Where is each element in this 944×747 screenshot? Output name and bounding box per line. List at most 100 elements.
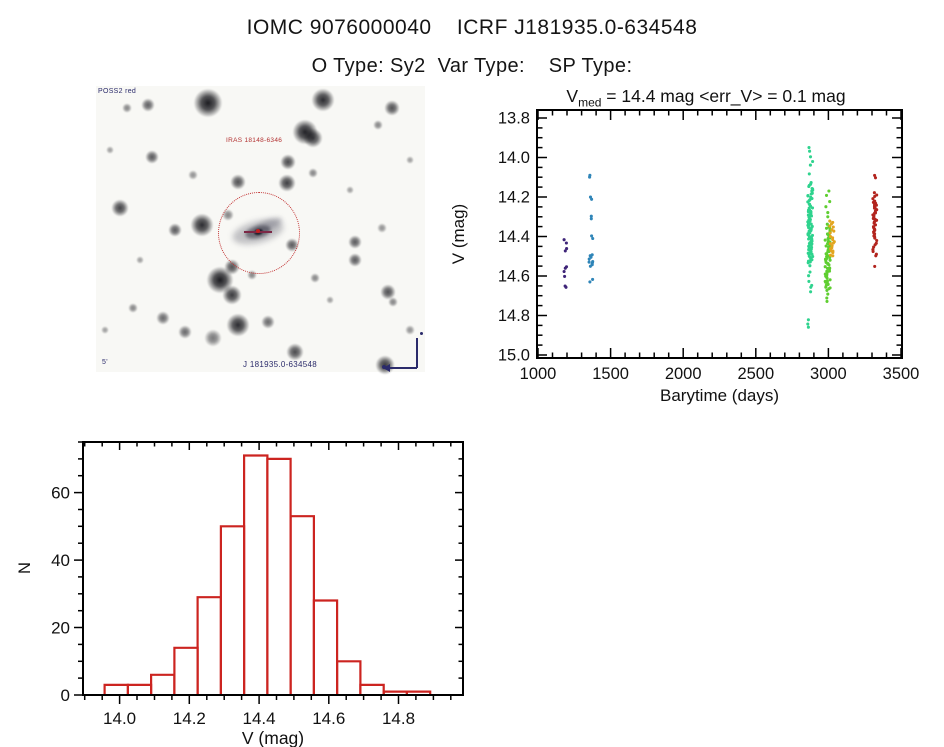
data-point — [591, 277, 595, 281]
data-point — [824, 193, 829, 197]
data-point — [562, 269, 566, 274]
data-point — [808, 163, 812, 167]
data-point — [827, 267, 832, 271]
star — [286, 343, 304, 361]
histogram-bar — [243, 454, 269, 695]
star — [111, 199, 129, 217]
star — [384, 100, 400, 116]
star — [204, 329, 222, 347]
x-tick-label: 3500 — [883, 365, 920, 383]
star — [178, 325, 192, 339]
data-point — [826, 237, 830, 241]
data-point — [806, 194, 810, 198]
lightcurve-title: Vmed = 14.4 mag <err_V> = 0.1 mag — [456, 86, 944, 110]
data-point — [827, 189, 831, 193]
series-epoch-1 — [562, 238, 569, 289]
star — [136, 256, 144, 264]
data-point — [831, 254, 835, 258]
data-point — [807, 184, 811, 189]
x-tick-label: 14.4 — [243, 709, 276, 728]
compass-east-arrow — [383, 364, 390, 372]
star — [326, 296, 334, 304]
data-point — [824, 285, 828, 289]
finder-source-label: IRAS 18148-6346 — [226, 137, 283, 144]
data-point — [808, 155, 813, 159]
data-point — [831, 225, 835, 229]
data-point — [809, 222, 813, 226]
histogram-plot: 14.0 14.2 14.4 14.6 14.8 0 20 40 60 V (mag) N — [16, 441, 464, 747]
star — [380, 284, 396, 300]
x-tick-label: 3000 — [810, 365, 847, 383]
finder-survey-label: POSS2 red — [98, 88, 137, 95]
axis-ticks — [74, 441, 462, 704]
compass-east-dot — [382, 365, 386, 369]
y-tick-label: 14.2 — [498, 189, 530, 207]
star — [145, 150, 159, 164]
compass-east-line — [390, 367, 417, 369]
data-point — [590, 234, 594, 238]
histogram-bar — [359, 683, 385, 695]
star — [377, 223, 387, 233]
data-point — [828, 231, 832, 235]
data-point — [828, 219, 832, 223]
data-point — [587, 257, 591, 261]
star — [311, 88, 335, 112]
star — [348, 235, 362, 249]
data-point — [828, 278, 832, 282]
crosshair-dot — [256, 229, 260, 233]
data-point — [873, 243, 877, 247]
x-tick-label: 14.2 — [173, 709, 206, 728]
data-point — [828, 224, 832, 228]
plot-frame — [82, 441, 464, 696]
x-tick-label: 1000 — [520, 365, 557, 383]
data-point — [874, 254, 878, 258]
data-point — [823, 238, 827, 242]
x-tick-label: 1500 — [592, 365, 629, 383]
data-point — [806, 200, 810, 204]
star — [373, 120, 383, 130]
data-point — [806, 318, 810, 322]
star — [122, 103, 132, 113]
data-point — [826, 242, 830, 246]
data-point — [562, 238, 566, 242]
data-point — [588, 280, 592, 284]
histogram-bar — [219, 525, 246, 695]
y-tick-label: 40 — [51, 551, 70, 570]
data-point — [826, 211, 830, 215]
finder-scale-label: 5' — [102, 359, 108, 366]
y-tick-label: 14.4 — [498, 228, 530, 246]
histogram-bar — [266, 457, 292, 695]
data-point — [807, 252, 811, 256]
data-point — [809, 285, 813, 289]
x-tick-label: 2500 — [737, 365, 774, 383]
data-point — [872, 191, 876, 195]
data-point — [875, 238, 879, 243]
data-point — [831, 237, 835, 242]
data-point — [831, 251, 835, 255]
data-point — [810, 258, 814, 262]
data-point — [563, 266, 567, 270]
compass-north-line — [416, 338, 418, 368]
histogram-bar — [173, 646, 199, 695]
data-point — [806, 261, 810, 265]
histogram-bar — [312, 599, 339, 695]
data-point — [589, 214, 593, 218]
data-point — [826, 292, 830, 296]
histogram-bar — [289, 515, 315, 695]
histogram-bar — [103, 683, 129, 695]
y-tick-label: 14.6 — [498, 268, 530, 286]
data-point — [588, 175, 592, 179]
star — [226, 313, 250, 337]
x-tick-label: 14.0 — [103, 709, 136, 728]
star — [310, 273, 320, 283]
data-point — [564, 285, 568, 289]
star — [188, 170, 198, 180]
data-point — [873, 176, 878, 180]
data-point — [832, 229, 836, 233]
data-point — [873, 223, 878, 227]
y-tick-label: 20 — [51, 619, 70, 638]
star — [348, 253, 362, 267]
series-epoch-2 — [587, 173, 595, 284]
histogram-bar — [150, 673, 176, 695]
